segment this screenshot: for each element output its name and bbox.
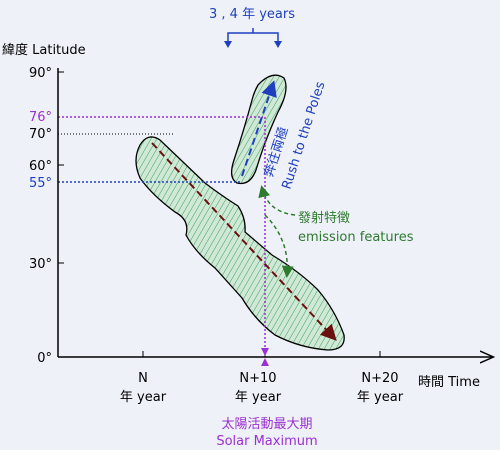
period-bracket <box>227 28 279 45</box>
y-tick-label: 60° <box>29 159 52 174</box>
emission-label-zh: 發射特徵 <box>298 210 350 226</box>
solar-max-pointer <box>261 348 269 366</box>
x-tick-unit: 年 year <box>235 390 282 405</box>
polar-band <box>230 74 287 185</box>
x-tick-label: N+20 <box>361 371 398 386</box>
x-tick-unit: 年 year <box>120 390 167 405</box>
ref-label: 55° <box>29 176 52 191</box>
rush-arrow <box>241 80 277 177</box>
drift-arrow <box>151 142 337 341</box>
emission-arrow-down <box>264 214 294 278</box>
period-label: 3 , 4 年 years <box>209 7 295 22</box>
emission-label-en: emission features <box>298 230 414 245</box>
y-axis-title: 緯度 Latitude <box>2 42 86 58</box>
y-tick-label: 30° <box>29 257 52 272</box>
ref-label: 70° <box>29 127 52 142</box>
solar-max-en: Solar Maximum <box>216 434 317 449</box>
main-band <box>135 136 345 351</box>
x-tick-label: N <box>138 371 148 386</box>
x-tick-label: N+10 <box>239 371 276 386</box>
y-tick-label: 90° <box>29 66 52 81</box>
emission-arrow-up <box>258 185 296 216</box>
y-tick-label: 0° <box>37 351 52 366</box>
bracket-arrows <box>224 41 282 48</box>
x-tick-unit: 年 year <box>357 390 404 405</box>
x-axis-title: 時間 Time <box>418 375 480 390</box>
solar-max-zh: 太陽活動最大期 <box>221 417 312 432</box>
ref-label: 76° <box>29 110 52 125</box>
